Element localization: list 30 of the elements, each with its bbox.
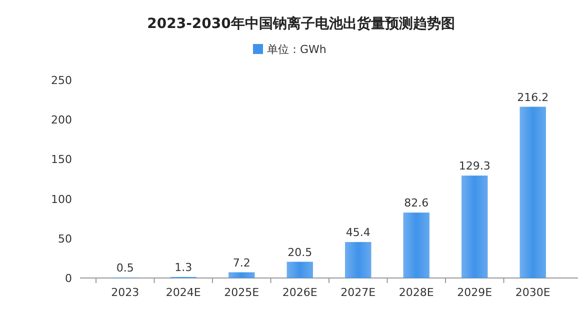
bar <box>462 176 488 278</box>
chart-title: 2023-2030年中国钠离子电池出货量预测趋势图 <box>147 15 455 32</box>
y-tick-label: 100 <box>51 192 72 206</box>
data-label: 7.2 <box>232 256 250 270</box>
x-tick-label: 2026E <box>282 286 318 299</box>
data-label: 20.5 <box>288 246 312 259</box>
bar <box>228 272 255 278</box>
y-tick-label: 250 <box>51 74 72 87</box>
y-tick-label: 150 <box>51 153 72 166</box>
x-tick-label: 2028E <box>398 286 434 299</box>
legend-label: 单位：GWh <box>267 43 326 56</box>
y-tick-label: 200 <box>51 114 72 127</box>
data-label: 82.6 <box>404 196 429 210</box>
data-label: 45.4 <box>346 226 370 240</box>
y-tick-label: 50 <box>58 232 72 246</box>
x-tick-label: 2027E <box>340 286 376 299</box>
x-tick-label: 2025E <box>224 286 260 299</box>
data-label: 1.3 <box>174 260 192 274</box>
x-tick-label: 2024E <box>166 286 201 299</box>
data-label: 0.5 <box>116 262 134 275</box>
bar <box>403 212 430 278</box>
x-tick-label: 2029E <box>457 286 492 299</box>
bar <box>520 106 546 278</box>
bar <box>345 242 372 278</box>
x-tick-label: 2030E <box>515 286 550 299</box>
data-label: 129.3 <box>458 160 490 173</box>
y-tick-label: 0 <box>65 272 72 285</box>
bar <box>286 262 313 278</box>
x-tick-label: 2023 <box>111 286 140 299</box>
data-label: 216.2 <box>517 90 549 104</box>
